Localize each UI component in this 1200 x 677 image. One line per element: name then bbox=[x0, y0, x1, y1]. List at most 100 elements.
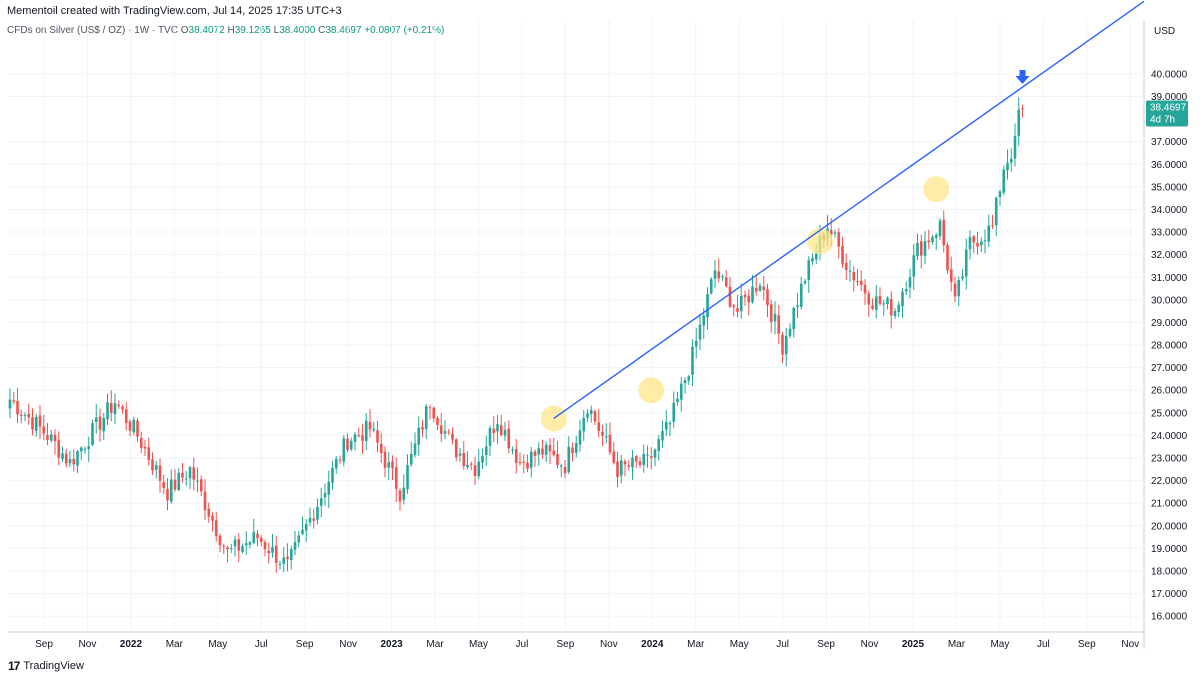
y-tick-label: 21.0000 bbox=[1151, 499, 1188, 510]
x-tick-label: 2024 bbox=[641, 639, 664, 650]
y-tick-label: 40.0000 bbox=[1151, 69, 1188, 80]
candle-body bbox=[61, 453, 64, 460]
candle-body bbox=[604, 436, 608, 438]
candle-body bbox=[267, 550, 271, 554]
candle-body bbox=[556, 454, 559, 465]
x-tick-label: Jul bbox=[1037, 639, 1050, 650]
symbol-label[interactable]: CFDs on Silver (US$ / OZ) · 1W · TVC bbox=[7, 25, 178, 36]
candle-body bbox=[244, 543, 248, 546]
candle-body bbox=[166, 488, 169, 501]
candle-body bbox=[931, 236, 934, 243]
y-tick-label: 18.0000 bbox=[1151, 566, 1188, 577]
x-tick-label: Sep bbox=[1078, 639, 1096, 650]
low-value: 38.4000 bbox=[279, 25, 316, 36]
tradingview-footer: 17 TradingView bbox=[8, 659, 84, 673]
arrow-down-icon bbox=[1015, 70, 1030, 85]
x-tick-label: Nov bbox=[600, 639, 618, 650]
candle-body bbox=[106, 402, 109, 420]
candle-body bbox=[312, 518, 316, 521]
candle-body bbox=[983, 240, 987, 242]
candle-body bbox=[473, 465, 477, 476]
candle-body bbox=[901, 291, 904, 307]
candle-body bbox=[68, 459, 72, 464]
y-tick-label: 39.0000 bbox=[1151, 92, 1188, 103]
candle-body bbox=[961, 276, 964, 279]
candle-body bbox=[94, 417, 98, 422]
candle-body bbox=[612, 451, 616, 463]
candle-body bbox=[856, 281, 859, 283]
candle-body bbox=[709, 279, 713, 294]
candle-body bbox=[743, 294, 747, 298]
candle-body bbox=[972, 236, 976, 243]
candle-body bbox=[668, 423, 672, 425]
candle-body bbox=[16, 400, 19, 415]
candle-body bbox=[379, 443, 383, 453]
candle-body bbox=[676, 398, 679, 402]
candle-body bbox=[589, 409, 593, 414]
candle-body bbox=[841, 245, 844, 264]
candle-body bbox=[548, 445, 552, 452]
x-tick-label: May bbox=[208, 639, 227, 650]
candle-body bbox=[949, 269, 953, 282]
candle-body bbox=[477, 461, 481, 477]
candle-body bbox=[31, 417, 34, 430]
x-tick-label: Mar bbox=[687, 639, 705, 650]
candle-body bbox=[154, 465, 158, 470]
candle-body bbox=[349, 440, 353, 450]
candle-body bbox=[353, 434, 357, 443]
candle-body bbox=[229, 547, 233, 549]
candle-body bbox=[274, 545, 278, 563]
candle-body bbox=[34, 416, 38, 431]
candle-body bbox=[848, 270, 852, 272]
y-tick-label: 31.0000 bbox=[1151, 273, 1188, 284]
candle-body bbox=[754, 288, 758, 292]
candle-body bbox=[286, 556, 289, 560]
candle-body bbox=[484, 446, 488, 455]
candle-body bbox=[1021, 108, 1024, 110]
low-label: L bbox=[273, 25, 280, 36]
candle-body bbox=[724, 277, 728, 287]
x-tick-label: Nov bbox=[79, 639, 97, 650]
y-tick-label: 17.0000 bbox=[1151, 589, 1188, 600]
candle-body bbox=[544, 444, 548, 455]
candle-body bbox=[503, 429, 507, 436]
candle-body bbox=[376, 430, 379, 443]
candle-body bbox=[728, 286, 732, 307]
close-label: C bbox=[318, 25, 326, 36]
candle-body bbox=[994, 197, 998, 226]
candle-body bbox=[338, 459, 342, 461]
high-label: H bbox=[227, 25, 235, 36]
y-tick-label: 36.0000 bbox=[1151, 160, 1188, 171]
candle-body bbox=[649, 456, 653, 458]
currency-unit[interactable]: USD bbox=[1154, 26, 1176, 37]
candle-body bbox=[766, 289, 769, 306]
candle-body bbox=[57, 440, 61, 458]
candle-body bbox=[409, 453, 413, 465]
candle-body bbox=[601, 431, 604, 436]
candle-body bbox=[908, 277, 912, 288]
close-value: 38.4697 bbox=[325, 25, 362, 36]
candle-body bbox=[304, 524, 308, 531]
candle-body bbox=[571, 447, 574, 453]
x-tick-label: Mar bbox=[166, 639, 184, 650]
candle-body bbox=[207, 508, 211, 517]
candle-body bbox=[889, 298, 893, 316]
candle-body bbox=[927, 240, 931, 243]
candle-body bbox=[72, 458, 76, 465]
x-tick-label: 2022 bbox=[120, 639, 143, 650]
candle-body bbox=[481, 455, 484, 463]
candle-body bbox=[387, 462, 391, 468]
x-tick-label: Nov bbox=[861, 639, 879, 650]
candle-body bbox=[694, 340, 698, 347]
candle-body bbox=[406, 465, 409, 490]
candle-body bbox=[859, 280, 863, 285]
candle-body bbox=[113, 403, 117, 415]
candle-body bbox=[447, 431, 451, 433]
candle-body bbox=[241, 546, 244, 552]
candle-body bbox=[83, 448, 87, 450]
candle-body bbox=[488, 428, 492, 446]
candle-body bbox=[747, 295, 751, 303]
candle-body bbox=[278, 563, 282, 565]
candle-body bbox=[271, 546, 274, 553]
